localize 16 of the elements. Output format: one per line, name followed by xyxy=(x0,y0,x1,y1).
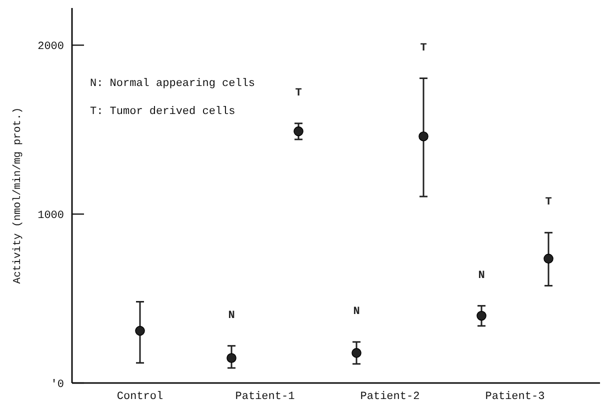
annotation: T: Tumor derived cells xyxy=(90,106,236,118)
text: N xyxy=(228,310,235,322)
y-tick-label: '0 xyxy=(50,378,64,391)
x-tick-label: Patient-3 xyxy=(485,391,545,403)
text: N xyxy=(478,270,485,282)
y-tick-label: 2000 xyxy=(38,41,64,54)
text: N xyxy=(353,306,360,318)
x-tick-label: Patient-2 xyxy=(360,391,420,403)
x-tick-label: Patient-1 xyxy=(235,391,296,403)
annotation: N: Normal appearing cells xyxy=(90,78,256,90)
y-axis-title: Activity (nmol/min/mg prot.) xyxy=(12,107,24,284)
text: T xyxy=(420,42,427,54)
x-tick-label: Control xyxy=(116,391,164,403)
y-tick-label: 1000 xyxy=(38,210,64,222)
text: T xyxy=(545,196,552,209)
text: T xyxy=(295,87,302,100)
